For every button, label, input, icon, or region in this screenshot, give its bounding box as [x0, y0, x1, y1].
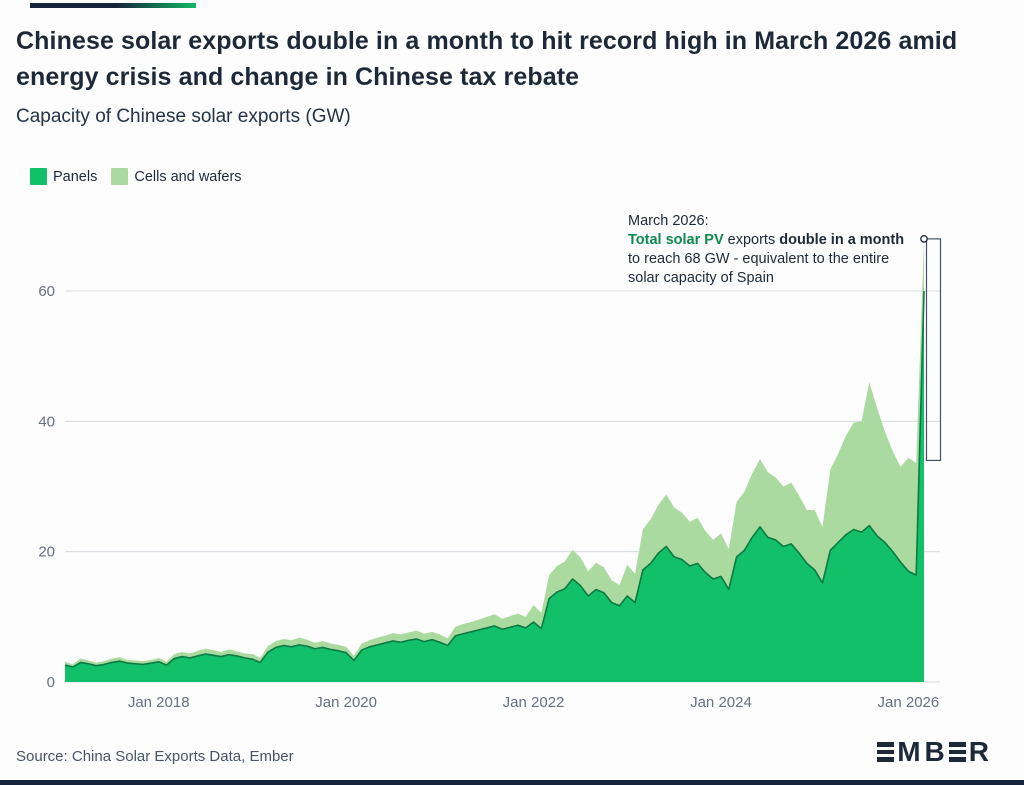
legend: Panels Cells and wafers — [30, 168, 242, 185]
annotation-text-1: exports — [723, 232, 780, 249]
x-tick-label: Jan 2020 — [315, 694, 377, 711]
panels-outline — [64, 290, 925, 668]
annotation-highlight: Total solar PV — [628, 232, 724, 249]
annotation-bracket — [925, 238, 942, 462]
logo-letter-e — [948, 742, 966, 762]
top-accent-bar — [30, 3, 196, 8]
annotation-text-2: to reach 68 GW - equivalent to the entir… — [628, 251, 890, 287]
panels-swatch-icon — [30, 168, 47, 185]
annotation-heading: March 2026: — [628, 213, 709, 229]
y-tick-label: 0 — [47, 674, 55, 691]
x-tick-label: Jan 2026 — [878, 694, 940, 711]
chart-subtitle: Capacity of Chinese solar exports (GW) — [16, 106, 351, 127]
y-tick-label: 40 — [38, 413, 55, 430]
panels-area — [65, 291, 924, 682]
logo-letter: R — [968, 736, 990, 767]
logo-letter: M — [897, 736, 922, 767]
cells-wafers-area — [65, 238, 924, 682]
page-title: Chinese solar exports double in a month … — [16, 27, 958, 91]
cells-wafers-swatch-icon — [111, 168, 129, 185]
logo-letter-e — [877, 742, 895, 762]
y-tick-label: 60 — [38, 283, 55, 300]
x-tick-label: Jan 2024 — [690, 694, 752, 711]
logo-letter: B — [924, 736, 946, 767]
y-tick-label: 20 — [38, 544, 55, 561]
annotation-bold-text: double in a month — [779, 232, 905, 249]
legend-label-cells-wafers: Cells and wafers — [134, 168, 242, 185]
x-tick-label: Jan 2018 — [128, 694, 190, 711]
legend-label-panels: Panels — [53, 168, 98, 185]
peak-marker — [920, 235, 928, 243]
annotation: March 2026: Total solar PV exports doubl… — [628, 212, 910, 289]
x-tick-label: Jan 2022 — [503, 694, 565, 711]
annotation-body: Total solar PV exports double in a month… — [628, 231, 910, 288]
source-text: Source: China Solar Exports Data, Ember — [16, 748, 294, 765]
legend-item-panels: Panels — [30, 168, 97, 185]
bottom-accent-bar — [0, 780, 1024, 785]
legend-item-cells-wafers: Cells and wafers — [111, 168, 242, 185]
stacked-area-chart: 0 20 40 60 Jan 2018 Jan 2020 Jan 2022 Jan 2024 J… — [38, 235, 942, 711]
